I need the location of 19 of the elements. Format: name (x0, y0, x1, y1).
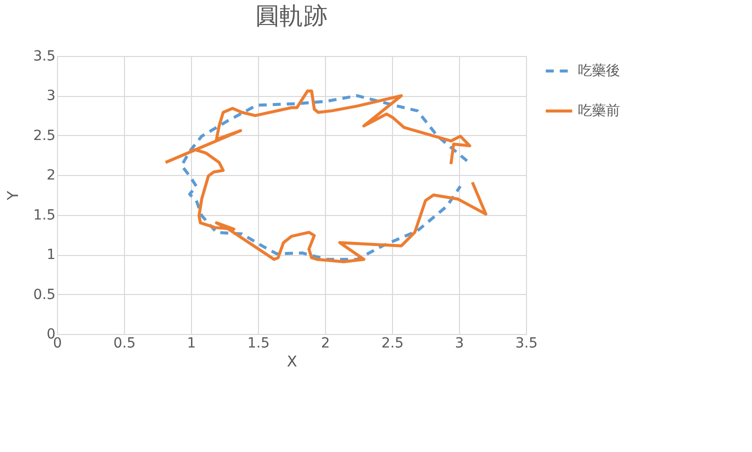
x-axis-title: X (286, 352, 298, 370)
legend-label: 吃藥前 (578, 103, 620, 119)
x-tick-label: 3.5 (515, 336, 538, 352)
y-axis-title: Y (4, 190, 22, 202)
x-tick-label: 0.5 (113, 336, 136, 352)
x-tick-label: 1 (187, 336, 196, 352)
y-tick-label: 2.5 (33, 128, 56, 144)
legend-label: 吃藥後 (578, 63, 620, 79)
y-tick-label: 0.5 (33, 286, 56, 303)
chart-title: 圓軌跡 (256, 2, 328, 30)
x-tick-label: 2.5 (381, 336, 404, 352)
y-tick-label: 3.5 (33, 48, 56, 64)
y-tick-label: 3 (46, 88, 56, 104)
y-tick-label: 1.5 (33, 207, 56, 224)
y-tick-label: 1 (46, 247, 56, 264)
x-tick-label: 2 (321, 336, 330, 352)
x-tick-label: 1.5 (247, 336, 270, 352)
y-tick-label: 2 (46, 168, 56, 184)
x-tick-label: 3 (455, 336, 464, 352)
